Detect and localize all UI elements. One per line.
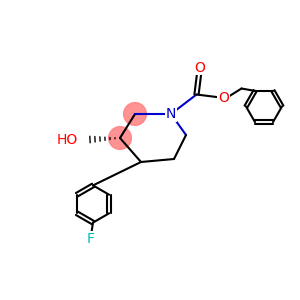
Text: F: F: [87, 232, 94, 246]
Text: HO: HO: [57, 133, 78, 146]
Circle shape: [124, 103, 146, 125]
Text: N: N: [166, 107, 176, 121]
Circle shape: [109, 127, 131, 149]
Text: O: O: [218, 91, 229, 104]
Text: O: O: [194, 61, 205, 74]
